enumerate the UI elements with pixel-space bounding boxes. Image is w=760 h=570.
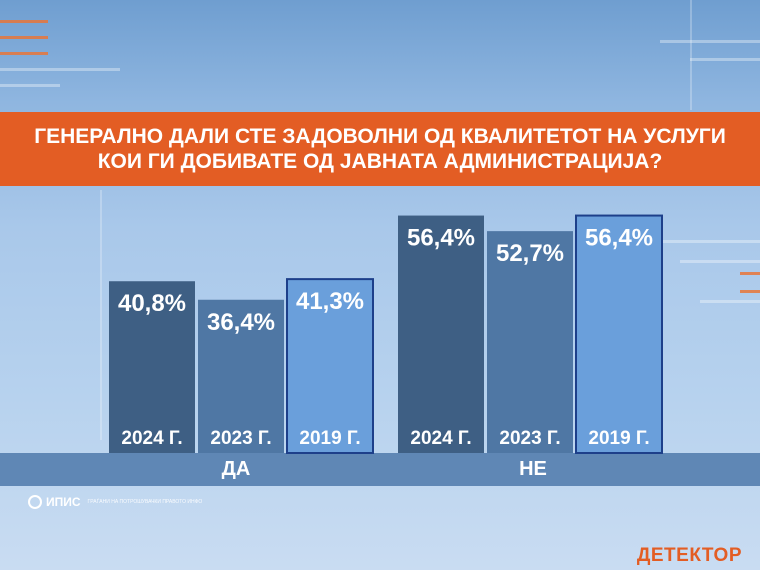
source-logo: ИПИС ГРАЃАНИ НА ПОТРОШУВАЧКИ ПРАВОТО ИНФ… xyxy=(28,495,202,509)
bar-ne-2024 xyxy=(398,215,484,453)
bar-da-2023 xyxy=(198,299,284,453)
year-label: 2024 Г. xyxy=(410,428,471,449)
bar-ne-2019 xyxy=(575,214,663,454)
source-logo-name: ИПИС xyxy=(46,495,81,509)
ipis-logo-icon xyxy=(28,495,42,509)
bar-da-2019 xyxy=(286,278,374,455)
year-label: 2024 Г. xyxy=(121,428,182,449)
bar-da-2024 xyxy=(109,281,195,453)
title-band: ГЕНЕРАЛНО ДАЛИ СТЕ ЗАДОВОЛНИ ОД КВАЛИТЕТ… xyxy=(0,112,760,186)
value-label: 56,4% xyxy=(585,225,653,252)
value-label: 36,4% xyxy=(207,309,275,336)
year-label: 2023 Г. xyxy=(499,428,560,449)
year-label: 2019 Г. xyxy=(299,428,360,449)
value-label: 40,8% xyxy=(118,290,186,317)
group-label-ne: НЕ xyxy=(519,458,547,480)
year-label: 2019 Г. xyxy=(588,428,649,449)
year-label: 2023 Г. xyxy=(210,428,271,449)
brand-logo: ДЕТЕКТОР xyxy=(636,545,742,566)
value-label: 41,3% xyxy=(296,288,364,315)
bar-ne-2023 xyxy=(487,231,573,453)
value-label: 52,7% xyxy=(496,240,564,267)
chart-title: ГЕНЕРАЛНО ДАЛИ СТЕ ЗАДОВОЛНИ ОД КВАЛИТЕТ… xyxy=(34,125,726,173)
group-band xyxy=(0,453,760,486)
value-label: 56,4% xyxy=(407,225,475,252)
source-logo-tagline: ГРАЃАНИ НА ПОТРОШУВАЧКИ ПРАВОТО ИНФО xyxy=(87,499,203,505)
group-label-da: ДА xyxy=(221,458,251,480)
